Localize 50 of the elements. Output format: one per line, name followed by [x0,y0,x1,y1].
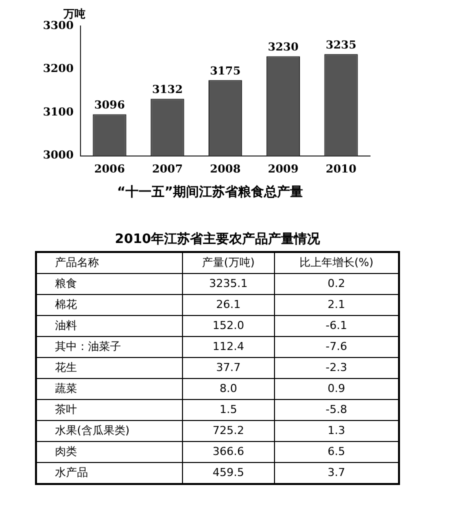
text: 2010年江苏省主要农产品产量情况 [114,230,322,248]
x-tick-label: 2009 [268,162,298,176]
text: 0.2 [274,274,399,294]
text: 粮食 [36,274,182,294]
text: 产品名称 [36,252,182,274]
text: 肉类 [36,442,182,462]
data-label: 3096 [94,98,126,112]
data-label: 3230 [268,40,299,54]
text: -2.3 [274,358,399,378]
text: 26.1 [182,294,274,316]
text: 油料 [36,316,182,336]
text: -7.6 [274,336,399,358]
data-label: 3132 [152,83,183,96]
text: 725.2 [182,420,274,442]
y-tick-label: 3100 [42,105,74,118]
x-tick-label: 2006 [94,162,126,176]
text: 其中：油菜子 [36,336,182,358]
text: 2.1 [274,294,399,316]
text: 152.0 [182,316,274,336]
text: 花生 [36,358,182,378]
text: 水果(含瓜果类) [36,420,182,442]
data-label: 3235 [326,38,356,52]
text: -5.8 [274,400,399,420]
text: -6.1 [274,316,399,336]
text: 产量(万吨) [182,252,274,274]
text: 蔬菜 [36,378,182,400]
data-label: 3175 [210,64,241,78]
y-tick-label: 3200 [42,62,74,76]
x-tick-label: 2010 [326,162,357,176]
y-axis-title: 万吨 [62,7,86,20]
x-tick-label: 2008 [210,162,241,176]
text: 37.7 [182,358,274,378]
text: 8.0 [182,378,274,400]
text: 459.5 [182,462,274,484]
text: 茶叶 [36,400,182,420]
text: 366.6 [182,442,274,462]
y-tick-label: 3300 [42,18,74,32]
text: 比上年增长(%) [274,252,399,274]
text: 112.4 [182,336,274,358]
text: 0.9 [274,378,399,400]
text: 棉花 [36,294,182,316]
x-tick-label: 2007 [152,162,183,176]
text: “十一五”期间江苏省粮食总产量 [116,184,304,201]
text: 3235.1 [182,274,274,294]
y-tick-label: 3000 [42,148,74,162]
text: 1.5 [182,400,274,420]
text: 6.5 [274,442,399,462]
text: 3.7 [274,462,399,484]
text: 水产品 [36,462,182,484]
text: 1.3 [274,420,399,442]
